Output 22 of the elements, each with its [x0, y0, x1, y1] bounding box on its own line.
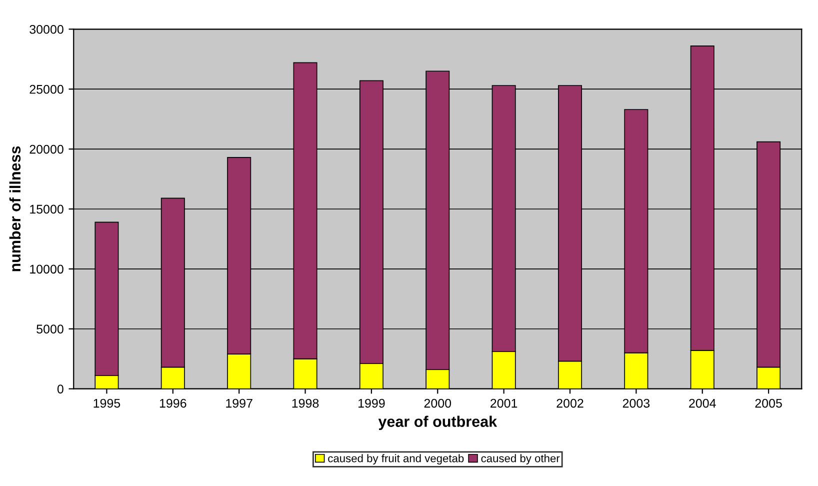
legend-label: caused by other [481, 454, 560, 464]
x-tick-label: 1998 [292, 398, 319, 408]
y-tick-label: 15000 [30, 204, 64, 214]
y-tick-label: 10000 [30, 264, 64, 274]
y-axis-title: number of illness [9, 146, 21, 272]
x-tick-label: 1996 [160, 398, 186, 408]
y-tick-label: 0 [57, 384, 64, 394]
x-tick-label: 1997 [226, 398, 252, 408]
x-tick-label: 2002 [556, 398, 584, 408]
x-tick-label: 2004 [689, 398, 716, 408]
x-tick-label: 2003 [622, 398, 650, 408]
x-tick-label: 2001 [490, 398, 518, 408]
x-axis-title: year of outbreak [378, 416, 498, 430]
x-tick-label: 2005 [755, 398, 782, 408]
x-tick-label: 2000 [424, 398, 452, 408]
y-tick-label: 5000 [36, 324, 64, 334]
x-tick-label: 1999 [358, 398, 385, 408]
y-tick-label: 25000 [30, 84, 64, 94]
y-tick-label: 30000 [30, 24, 64, 34]
y-tick-label: 20000 [30, 144, 64, 154]
legend-label: caused by fruit and vegetab [328, 454, 464, 464]
x-tick-label: 1995 [94, 398, 120, 408]
